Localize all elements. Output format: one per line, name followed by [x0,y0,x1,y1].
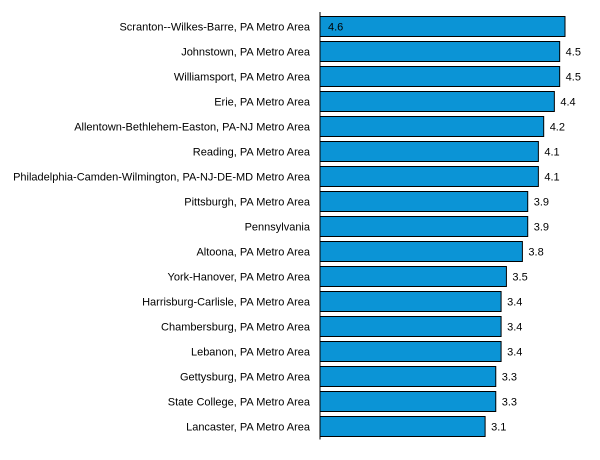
bar [319,191,529,212]
bar [319,141,539,162]
value-label: 3.5 [512,272,527,284]
bars [319,16,566,437]
category-label: Gettysburg, PA Metro Area [180,372,311,384]
category-label: Erie, PA Metro Area [214,97,311,109]
value-label: 3.1 [491,422,506,434]
value-label: 3.9 [534,197,549,209]
category-label: Reading, PA Metro Area [193,147,311,159]
category-label: State College, PA Metro Area [168,397,311,409]
category-label: Johnstown, PA Metro Area [181,47,311,59]
category-label: Altoona, PA Metro Area [196,247,310,259]
category-label: Harrisburg-Carlisle, PA Metro Area [142,297,311,309]
category-label: Lebanon, PA Metro Area [191,347,311,359]
category-label: Pennsylvania [245,222,311,234]
value-label: 3.8 [528,247,543,259]
bar [319,291,502,312]
category-label: York-Hanover, PA Metro Area [168,272,311,284]
bar [319,216,529,237]
value-label: 3.3 [502,397,517,409]
value-labels: 4.6 4.5 4.5 4.4 4.2 4.1 4.1 3.9 3.9 3.8 3.5 3.4 3.4 3… [328,22,581,434]
value-label: 4.1 [544,147,559,159]
value-label: 3.4 [507,297,522,309]
bar [319,341,502,362]
bar [319,91,555,112]
value-label: 3.9 [534,222,549,234]
bar [319,366,497,387]
category-label: Scranton--Wilkes-Barre, PA Metro Area [119,22,310,34]
bar [319,241,523,262]
category-label: Allentown-Bethlehem-Easton, PA-NJ Metro … [74,122,311,134]
bar [319,16,566,37]
value-label: 3.4 [507,322,522,334]
value-label: 4.2 [550,122,565,134]
category-label: Pittsburgh, PA Metro Area [184,197,311,209]
category-label: Chambersburg, PA Metro Area [161,322,311,334]
bar [319,391,497,412]
value-label: 4.5 [566,72,581,84]
value-label: 3.4 [507,347,522,359]
bar [319,166,539,187]
category-label: Lancaster, PA Metro Area [186,422,311,434]
value-label: 4.6 [328,22,343,34]
bar [319,41,561,62]
bar [319,116,545,137]
bar [319,416,486,437]
value-label: 4.5 [566,47,581,59]
bar [319,316,502,337]
category-label: Williamsport, PA Metro Area [174,72,311,84]
value-label: 4.1 [544,172,559,184]
value-label: 4.4 [560,97,575,109]
bar [319,266,507,287]
category-label: Philadelphia-Camden-Wilmington, PA-NJ-DE… [13,172,311,184]
category-labels: Scranton--Wilkes-Barre, PA Metro Area Joh… [13,22,311,434]
value-label: 3.3 [502,372,517,384]
bar [319,66,561,87]
